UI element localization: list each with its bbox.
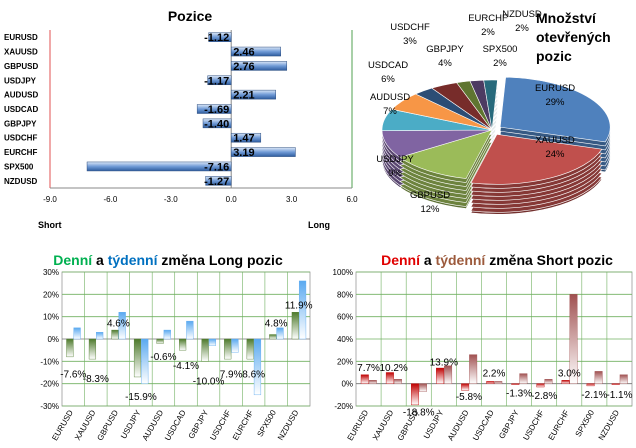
hbar-category-xauusd: XAUUSD — [4, 48, 38, 57]
hbar-category-gbpjpy: GBPJPY — [4, 119, 37, 128]
hbar-category-usdchf: USDCHF — [4, 134, 37, 143]
hbar-value-label-audusd: 2.21 — [233, 90, 254, 102]
hbar-bar-xauusd — [230, 46, 281, 57]
hbar-x-tick: -3.0 — [164, 195, 178, 204]
hbar-value-label-eurchf: 3.19 — [233, 147, 254, 159]
hbar-value-label-gbpjpy: -1.40 — [204, 118, 229, 130]
hbar-bar-eurchf — [230, 147, 296, 157]
hbar-bar-gbpjpy — [202, 118, 232, 129]
hbar-value-label-xauusd: 2.46 — [233, 47, 254, 59]
hbar-category-eurchf: EURCHF — [4, 148, 37, 157]
hbar-category-nzdusd: NZDUSD — [4, 177, 38, 186]
hbar-category-spx500: SPX500 — [4, 162, 34, 171]
hbar-bar-usdcad — [196, 104, 232, 114]
hbar-value-label-nzdusd: -1.27 — [204, 176, 229, 188]
short-axis-label: Short — [38, 220, 62, 230]
hbar-value-label-usdchf: 1.47 — [233, 133, 254, 145]
hbar-x-tick: 0.0 — [226, 195, 238, 204]
hbar-value-label-gbpusd: 2.76 — [233, 61, 254, 73]
hbar-value-label-usdcad: -1.69 — [204, 104, 229, 116]
hbar-bar-audusd — [230, 89, 276, 100]
hbar-bar-usdjpy — [207, 75, 232, 86]
hbar-x-tick: -6.0 — [104, 195, 118, 204]
hbar-bar-nzdusd — [205, 176, 232, 186]
hbar-x-tick: -9.0 — [43, 195, 57, 204]
hbar-x-tick: 6.0 — [346, 195, 358, 204]
hbar-category-eurusd: EURUSD — [4, 33, 38, 42]
hbar-bar-gbpusd — [230, 61, 288, 71]
hbar-category-usdcad: USDCAD — [4, 105, 38, 114]
hbar-x-tick: 3.0 — [286, 195, 298, 204]
hbar-category-gbpusd: GBPUSD — [4, 62, 38, 71]
hbar-category-usdjpy: USDJPY — [4, 76, 37, 85]
hbar-bar-spx500 — [86, 161, 232, 172]
hbar-value-label-spx500: -7.16 — [204, 161, 229, 173]
positions-chart-title: Pozice — [168, 8, 213, 24]
hbar-bar-usdchf — [230, 132, 262, 143]
hbar-value-label-eurusd: -1.12 — [204, 32, 229, 44]
hbar-value-label-usdjpy: -1.17 — [204, 75, 229, 87]
hbar-bar-eurusd — [208, 32, 232, 42]
hbar-category-audusd: AUDUSD — [4, 91, 38, 100]
long-axis-label: Long — [308, 220, 330, 230]
